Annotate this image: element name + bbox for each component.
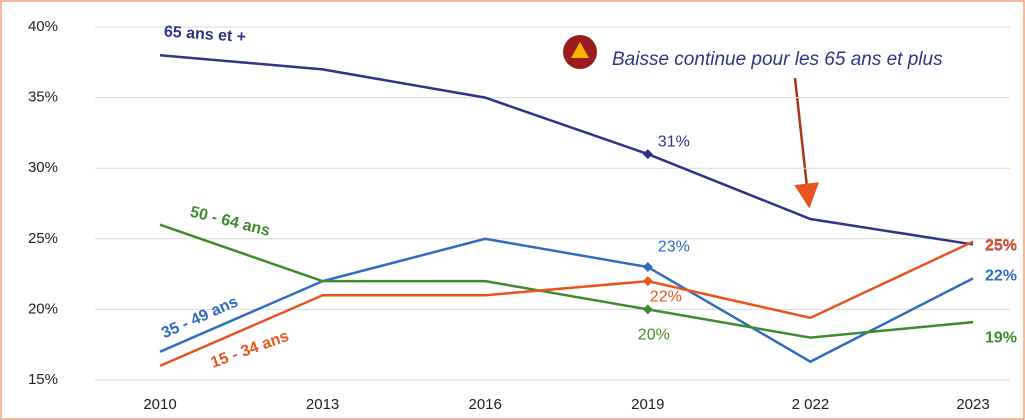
x-tick-label: 2023 [956, 396, 989, 413]
series-line [159, 240, 974, 368]
data-label: 31% [658, 133, 690, 150]
data-label: 25% [985, 238, 1017, 255]
x-tick-label: 2013 [306, 396, 339, 413]
y-tick-label: 15% [28, 371, 58, 388]
y-tick-label: 40% [28, 18, 58, 35]
annotation: Baisse continue pour les 65 ans et plus [612, 49, 943, 70]
x-tick-label: 2 022 [792, 396, 830, 413]
series-line [159, 53, 974, 246]
data-label: 22% [650, 288, 682, 305]
marker [642, 304, 653, 315]
marker [642, 149, 653, 160]
data-label: 19% [985, 329, 1017, 346]
marker [642, 276, 653, 287]
y-tick-label: 30% [28, 159, 58, 176]
y-tick-label: 35% [28, 89, 58, 106]
y-tick-label: 25% [28, 230, 58, 247]
data-label: 23% [658, 238, 690, 255]
series-line [159, 237, 974, 364]
x-tick-label: 2019 [631, 396, 664, 413]
y-tick-label: 20% [28, 300, 58, 317]
x-tick-label: 2010 [143, 396, 176, 413]
data-label: 20% [638, 327, 670, 344]
data-label: 22% [985, 268, 1017, 285]
series-line [159, 223, 974, 339]
warning-icon-triangle [571, 42, 589, 58]
data-label: 25% [985, 237, 1017, 254]
legend-entry: 65 ans et + [163, 23, 246, 46]
x-tick-label: 2016 [469, 396, 502, 413]
marker [642, 262, 653, 273]
